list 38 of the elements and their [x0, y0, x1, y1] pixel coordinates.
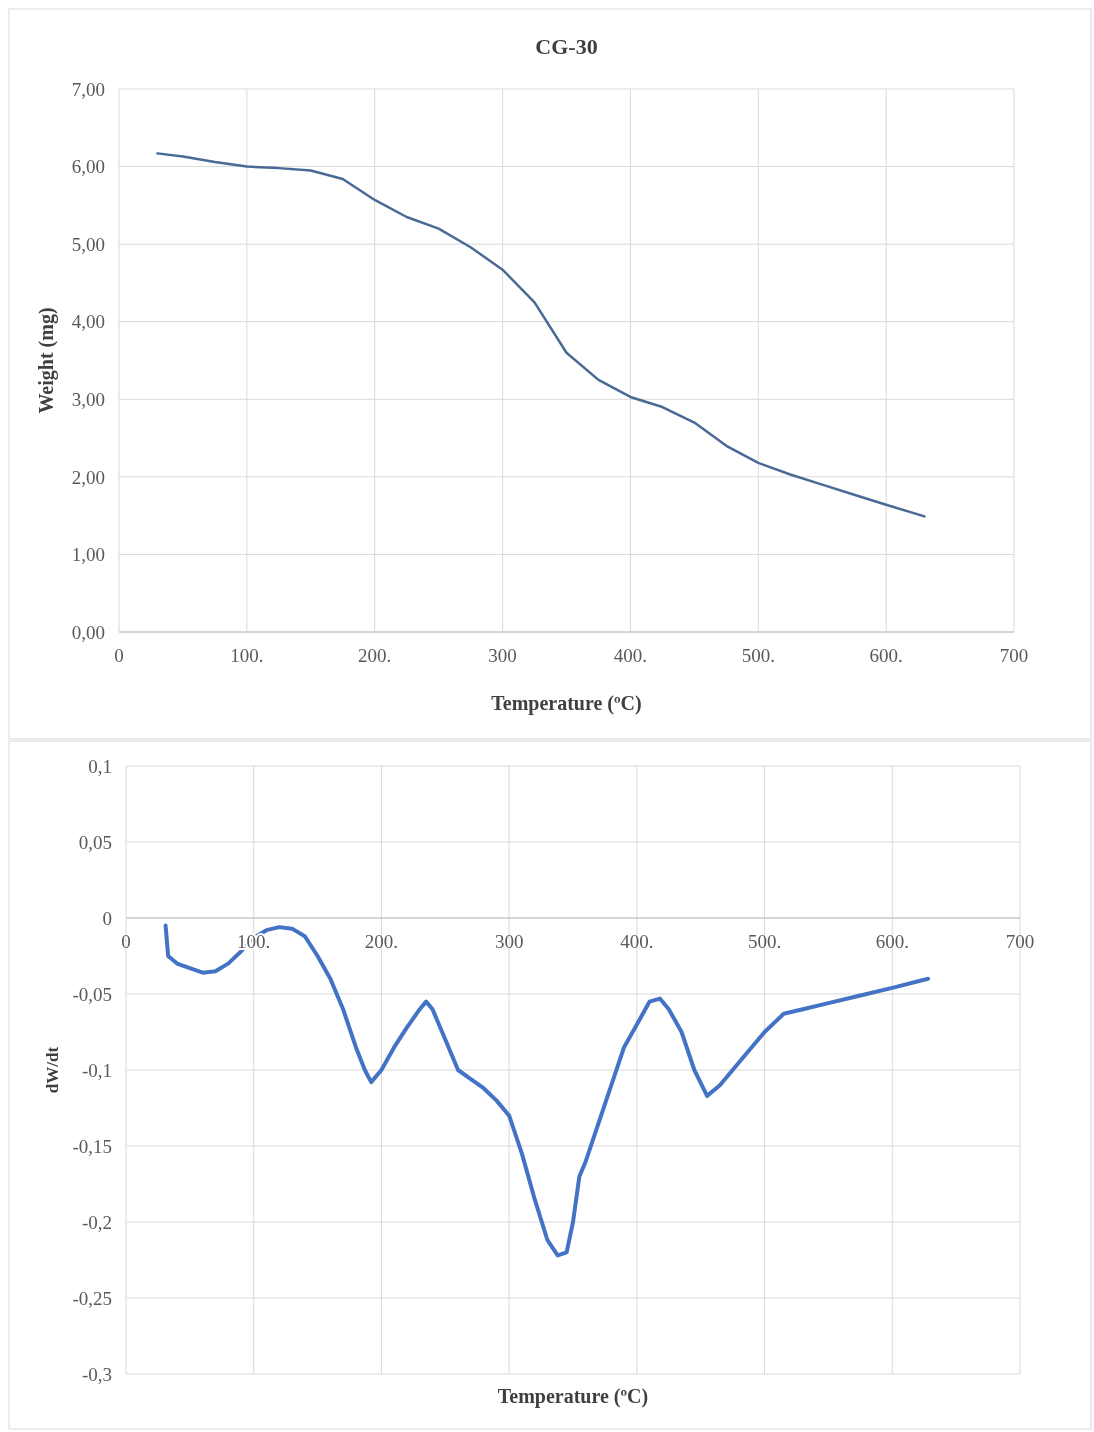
chart-title: CG-30	[535, 34, 598, 59]
x-tick-label: 500.	[741, 645, 775, 666]
y-tick-label: 1,00	[71, 544, 105, 566]
y-axis-title: dW/dt	[43, 1046, 62, 1094]
y-tick-label: -0,15	[72, 1135, 112, 1157]
y-tick-label: -0,3	[81, 1363, 112, 1385]
y-tick-label: -0,2	[81, 1211, 112, 1233]
x-tick-label: 600.	[869, 645, 903, 666]
x-tick-label: 200.	[358, 645, 392, 666]
y-tick-label: 3,00	[71, 388, 105, 410]
x-tick-label: 500.	[747, 931, 782, 952]
x-tick-label: 600.	[875, 931, 909, 952]
y-tick-label: 0,00	[71, 621, 105, 643]
x-tick-label: 400.	[620, 931, 654, 952]
x-tick-label: 100.	[230, 645, 264, 666]
x-tick-label: 400.	[613, 645, 648, 666]
x-tick-label: 200.	[364, 931, 399, 952]
y-tick-label: 7,00	[71, 78, 105, 100]
line-series	[156, 152, 926, 518]
y-tick-label: 4,00	[71, 311, 105, 333]
y-tick-label: 0,05	[78, 831, 112, 853]
x-tick-label: 300	[494, 931, 524, 952]
y-tick-label: 6,00	[71, 156, 105, 178]
x-axis-title: Temperature (ºC)	[491, 692, 642, 715]
y-tick-label: 0	[102, 907, 112, 929]
line-series	[163, 923, 931, 1258]
y-tick-label: -0,05	[72, 983, 112, 1005]
y-tick-label: -0,25	[72, 1287, 112, 1309]
x-tick-label: 700	[999, 645, 1029, 666]
y-tick-label: 5,00	[71, 233, 105, 255]
x-tick-label: 300	[488, 645, 517, 666]
x-axis-title: Temperature (ºC)	[497, 1385, 649, 1408]
y-axis-title: Weight (mg)	[35, 307, 58, 414]
x-tick-label: 700	[1005, 931, 1035, 952]
y-tick-label: 2,00	[71, 466, 105, 488]
y-tick-label: -0,1	[81, 1059, 112, 1081]
x-tick-label: 0	[121, 931, 131, 952]
y-tick-label: 0,1	[88, 755, 112, 777]
